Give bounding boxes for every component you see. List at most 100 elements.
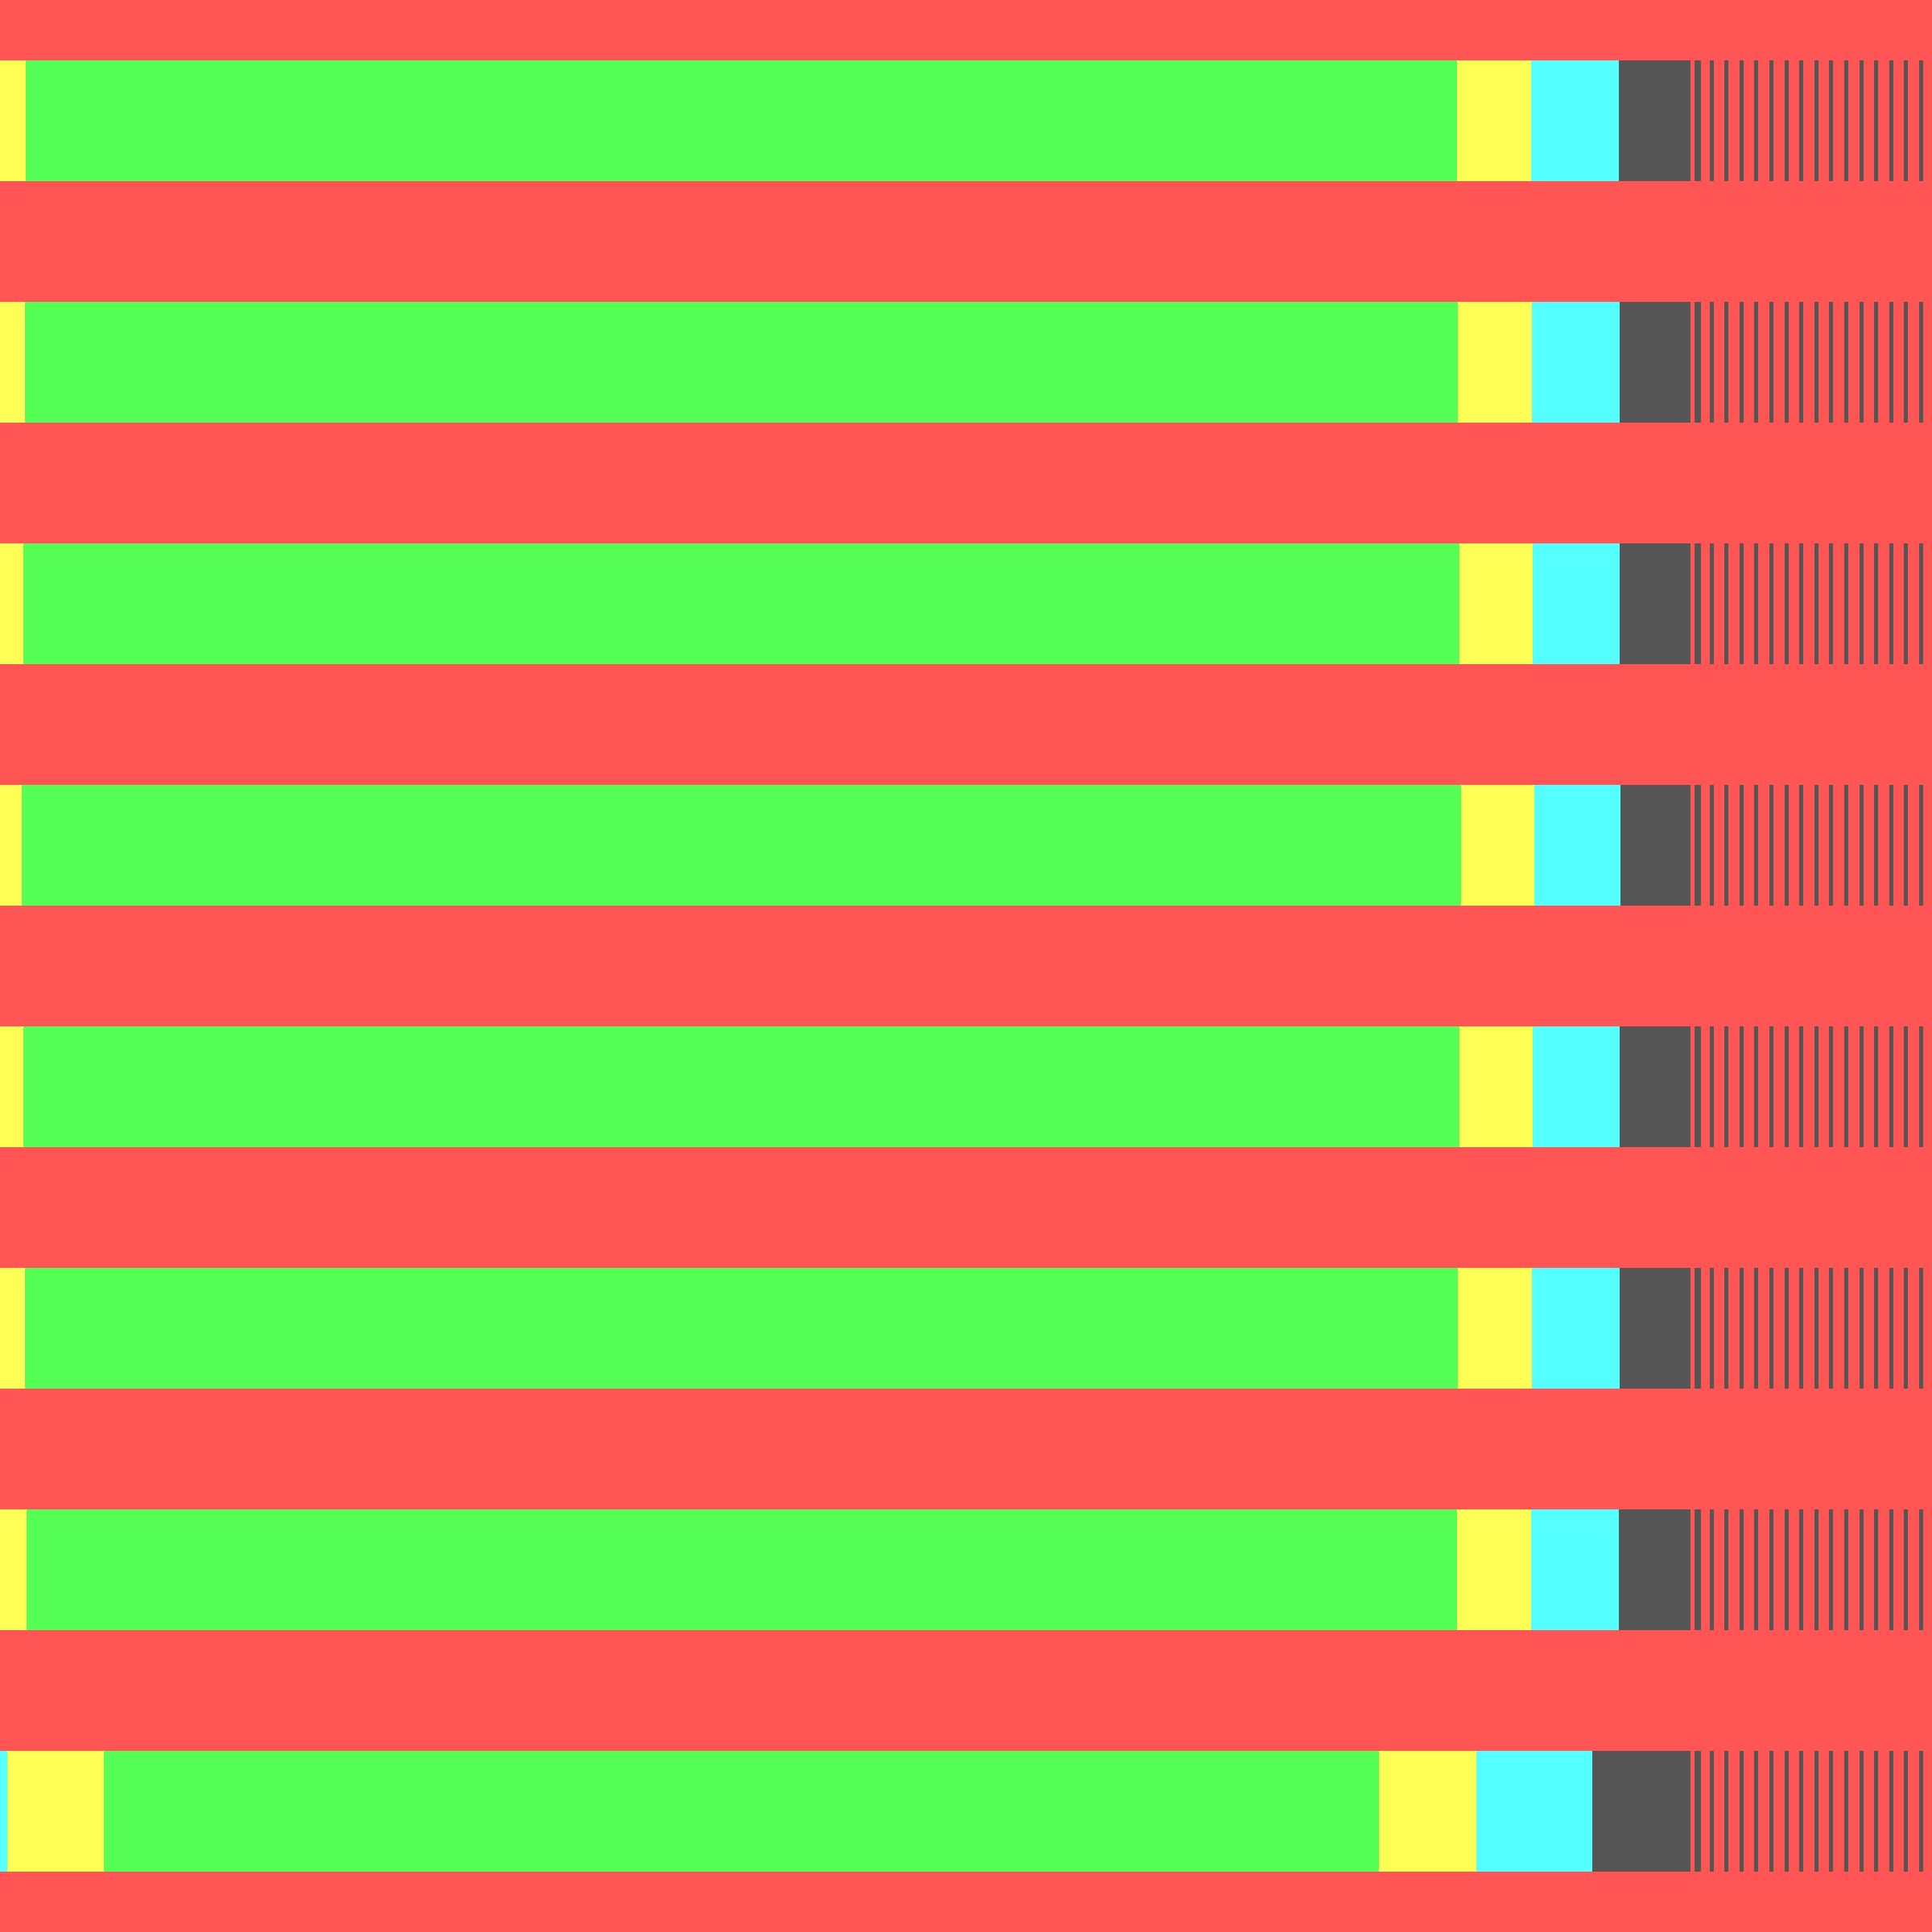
color-band	[0, 1268, 1932, 1389]
band-tick	[1889, 1751, 1893, 1872]
band-tick	[1739, 785, 1744, 906]
band-tick	[1709, 60, 1714, 181]
band-tick	[1874, 1026, 1879, 1147]
band-segment-cyan	[1531, 60, 1619, 181]
band-segment-yellow	[1458, 302, 1532, 423]
band-tick	[1859, 1268, 1864, 1389]
band-tick	[1814, 1509, 1818, 1630]
band-tick	[1889, 1509, 1893, 1630]
band-tick	[1904, 785, 1909, 906]
band-segment-green	[26, 60, 1457, 181]
band-tick	[1724, 1509, 1729, 1630]
band-tick	[1754, 1268, 1759, 1389]
band-tick	[1799, 1509, 1804, 1630]
band-tick	[1754, 1751, 1759, 1872]
band-segment-yellow	[0, 543, 23, 664]
band-segment-cyan	[1533, 543, 1620, 664]
band-tick	[1844, 1268, 1848, 1389]
band-tick	[1709, 1751, 1714, 1872]
band-segment-yellow	[0, 1026, 23, 1147]
band-tick	[1904, 302, 1909, 423]
band-tick	[1904, 543, 1909, 664]
color-band	[0, 60, 1932, 181]
band-tick	[1844, 785, 1848, 906]
band-tick	[1724, 1751, 1729, 1872]
band-tick	[1754, 785, 1759, 906]
band-tick	[1904, 60, 1909, 181]
band-segment-cyan	[1534, 785, 1620, 906]
band-segment-green	[25, 1268, 1458, 1389]
band-tick	[1709, 785, 1714, 906]
band-tick	[1874, 1751, 1879, 1872]
band-tick	[1844, 1751, 1848, 1872]
band-segment-dark	[1620, 1026, 1690, 1147]
band-tick	[1919, 1509, 1923, 1630]
band-tick	[1859, 60, 1864, 181]
band-tick	[1784, 1751, 1789, 1872]
band-tick	[1769, 1026, 1773, 1147]
band-tick	[1739, 1268, 1744, 1389]
color-band	[0, 302, 1932, 423]
band-segment-green	[104, 1751, 1379, 1872]
band-tick	[1844, 302, 1848, 423]
band-tick	[1784, 1509, 1789, 1630]
band-tick	[1859, 1026, 1864, 1147]
band-tick	[1769, 1509, 1773, 1630]
band-tick	[1919, 60, 1923, 181]
band-segment-cyan	[1532, 302, 1620, 423]
band-tick	[1874, 302, 1879, 423]
band-tick	[1874, 60, 1879, 181]
band-tick	[1829, 543, 1834, 664]
band-tick	[1859, 1509, 1864, 1630]
band-segment-dark	[1620, 1268, 1690, 1389]
band-tick	[1695, 1751, 1701, 1872]
band-segment-yellow	[0, 1268, 25, 1389]
band-tick	[1739, 1026, 1744, 1147]
band-tick	[1814, 60, 1818, 181]
band-tick	[1904, 1751, 1909, 1872]
band-segment-yellow	[7, 1751, 104, 1872]
band-segment-yellow	[1459, 1026, 1533, 1147]
band-tick	[1709, 302, 1714, 423]
band-tick	[1814, 1026, 1818, 1147]
band-tick	[1874, 1268, 1879, 1389]
band-tick	[1695, 1268, 1701, 1389]
band-tick	[1874, 785, 1879, 906]
band-tick	[1814, 785, 1818, 906]
band-tick	[1874, 543, 1879, 664]
band-tick	[1859, 543, 1864, 664]
band-tick	[1919, 1751, 1923, 1872]
band-tick	[1889, 543, 1893, 664]
band-segment-yellow	[0, 785, 22, 906]
band-tick	[1695, 1509, 1701, 1630]
band-segment-cyan	[1531, 1509, 1619, 1630]
band-tick	[1754, 1026, 1759, 1147]
band-segment-yellow	[1457, 1509, 1531, 1630]
band-segment-yellow	[0, 302, 25, 423]
band-tick	[1724, 60, 1729, 181]
band-tick	[1829, 1026, 1834, 1147]
band-tick	[1874, 1509, 1879, 1630]
band-tick	[1754, 302, 1759, 423]
band-tick	[1889, 302, 1893, 423]
band-tick	[1724, 785, 1729, 906]
band-segment-green	[23, 1026, 1459, 1147]
band-segment-dark	[1620, 543, 1690, 664]
band-tick	[1904, 1268, 1909, 1389]
band-tick	[1829, 302, 1834, 423]
band-segment-dark	[1619, 1509, 1690, 1630]
band-tick	[1859, 1751, 1864, 1872]
color-band	[0, 1509, 1932, 1630]
band-segment-cyan	[1476, 1751, 1592, 1872]
band-tick	[1695, 543, 1701, 664]
band-tick	[1695, 302, 1701, 423]
band-tick	[1784, 785, 1789, 906]
band-tick	[1799, 785, 1804, 906]
band-tick	[1724, 302, 1729, 423]
band-tick	[1739, 302, 1744, 423]
band-tick	[1769, 1268, 1773, 1389]
band-tick	[1829, 1751, 1834, 1872]
band-tick	[1784, 1268, 1789, 1389]
band-tick	[1844, 60, 1848, 181]
band-segment-yellow	[1458, 1268, 1532, 1389]
